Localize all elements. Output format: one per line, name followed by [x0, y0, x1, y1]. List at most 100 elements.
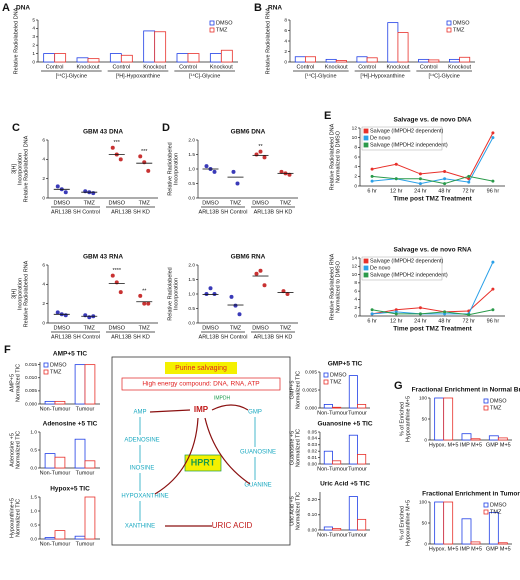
- x-tick-label: Hypox. M+5: [429, 546, 459, 552]
- data-point: [114, 280, 119, 285]
- x-tick-label: DMSO: [54, 200, 71, 206]
- panel-label: E: [324, 110, 331, 122]
- chart: Hypox+5 TIC Hypoxanthine+5 Normalized TIC 0…: [9, 486, 100, 547]
- bar: [332, 460, 342, 465]
- y-axis-label: Normalized TIC: [15, 431, 21, 469]
- x-axis-label: Time post TMZ Treatment: [393, 326, 472, 333]
- data-point: [55, 310, 60, 315]
- point: [443, 310, 447, 314]
- y-tick-label: 0.010: [25, 375, 37, 381]
- y-tick-label: 0.20: [308, 497, 318, 503]
- legend-box: [361, 126, 443, 151]
- bar: [387, 22, 399, 63]
- significance: ***: [114, 140, 121, 146]
- legend-swatch: [363, 142, 369, 148]
- x-tick-label: Knockout: [77, 64, 100, 70]
- y-tick-label: 4: [42, 282, 45, 288]
- point: [418, 172, 422, 176]
- x-tick-label: DMSO: [202, 325, 219, 331]
- legend-swatch: [483, 509, 489, 515]
- bar: [44, 537, 56, 540]
- x-tick-label: TMZ: [280, 325, 292, 331]
- group-label: ARL13B SH KD: [111, 334, 150, 340]
- legend-swatch: [446, 20, 452, 26]
- group-label: ARL13B SH Control: [51, 334, 100, 340]
- diagram-frame: [111, 356, 291, 546]
- legend-label: DMSO: [216, 20, 233, 26]
- y-axis-label: Relative Radiolabeled RNA: [329, 253, 335, 320]
- significance: ****: [112, 268, 121, 274]
- point: [418, 177, 422, 181]
- y-tick-label: 50: [422, 520, 428, 526]
- y-tick-label: 1.0: [188, 291, 195, 297]
- y-tick-label: 0.0: [30, 465, 37, 471]
- bar: [366, 57, 378, 63]
- chart: Uric Acid +5 TIC Uric Acid +5 Normalized T…: [289, 481, 370, 539]
- x-tick-label: Non-Tumour: [40, 406, 71, 412]
- node-hprt: HPRT: [191, 457, 216, 467]
- chart-title: Uric Acid +5 TIC: [320, 481, 370, 488]
- y-tick-label: 2: [354, 174, 357, 180]
- bar: [220, 49, 233, 63]
- y-tick-label: 0.01: [308, 455, 318, 461]
- panel-label: A: [2, 2, 10, 14]
- y-axis-label: Guanosine +5: [289, 431, 295, 465]
- legend-swatch: [323, 372, 329, 378]
- data-point: [233, 303, 238, 308]
- pathway-lines: [139, 417, 256, 521]
- arrows: [149, 404, 251, 527]
- y-tick-label: 6: [42, 262, 45, 268]
- y-tick-label: 0: [42, 195, 45, 201]
- legend-label: De novo: [370, 135, 391, 141]
- x-tick-label: Hypox. M+5: [429, 442, 459, 448]
- y-axis-label: 3[H]: [11, 163, 17, 174]
- y-tick-label: 0.05: [308, 429, 318, 435]
- legend-swatch: [363, 128, 369, 134]
- bar: [497, 542, 508, 545]
- x-tick-label: 72 hr: [462, 318, 475, 324]
- pathway-diagram: Purine salvaging High energy compound: D…: [111, 356, 291, 546]
- chart: F AMP+5 TIC AMP+5 Normalized TIC 0.000 0.005 0…: [4, 344, 100, 412]
- bar: [54, 456, 66, 469]
- y-tick-label: 4: [354, 297, 357, 303]
- y-tick-label: 0.5: [188, 181, 195, 187]
- bar: [76, 57, 89, 63]
- x-tick-label: DMSO: [109, 200, 126, 206]
- data-point: [63, 313, 68, 318]
- y-tick-label: 1.5: [30, 494, 37, 500]
- bar: [74, 364, 86, 405]
- y-tick-label: 1: [32, 51, 35, 57]
- x-tick-label: 48 hr: [438, 318, 451, 324]
- y-axis-label: Normalized to DMSO: [335, 130, 341, 183]
- group-label: [¹⁴C]-Glycine: [189, 72, 220, 79]
- y-tick-label: 10: [352, 272, 358, 278]
- legend-swatch: [363, 135, 369, 141]
- diagram-subtitle: High energy compound: DNA, RNA, ATP: [142, 381, 259, 388]
- bar: [87, 58, 100, 63]
- y-tick-label: 100: [419, 395, 427, 401]
- x-tick-label: 24 hr: [414, 318, 427, 324]
- data-point: [63, 190, 68, 195]
- y-tick-label: 8: [284, 17, 287, 23]
- chart-title: GBM6 DNA: [231, 129, 266, 136]
- y-tick-label: 1.0: [30, 508, 37, 514]
- y-axis-label: Relative Radiolabeled RNA: [265, 7, 271, 74]
- data-point: [91, 191, 96, 196]
- y-tick-label: 2: [284, 49, 287, 55]
- chart: Adenosine +5 TIC Adenosine +5 Normalized T…: [9, 421, 100, 476]
- y-tick-label: 0.10: [308, 512, 318, 518]
- x-axis-label: Time post TMZ Treatment: [393, 196, 472, 203]
- chart-title: AMP+5 TIC: [53, 351, 87, 358]
- x-tick-label: Control: [179, 64, 197, 70]
- node-gmp: GMP: [248, 410, 262, 416]
- chart-title: GBM 43 DNA: [83, 129, 123, 136]
- bar: [497, 437, 508, 441]
- x-tick-label: IMP M+5: [460, 546, 482, 552]
- bar: [143, 30, 156, 63]
- legend-label: DMSO: [490, 502, 507, 508]
- panel-label: D: [162, 122, 170, 134]
- legend-label: Salvage (IMPDH2 independent): [370, 272, 448, 278]
- chart-title: GBM 43 RNA: [83, 254, 123, 261]
